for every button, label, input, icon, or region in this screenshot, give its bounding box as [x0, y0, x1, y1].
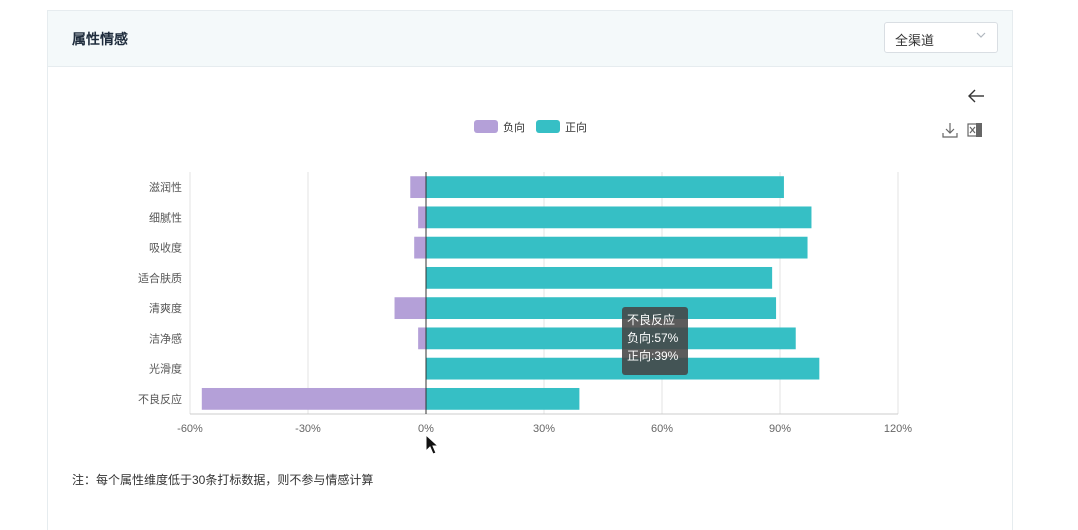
- excel-export-icon[interactable]: [966, 121, 984, 139]
- channel-select-value: 全渠道: [895, 33, 935, 48]
- bar-negative[interactable]: [418, 327, 426, 350]
- bar-negative[interactable]: [201, 387, 426, 410]
- legend-label[interactable]: 正向: [565, 120, 587, 134]
- y-tick-label: 细腻性: [149, 210, 182, 224]
- chart-tooltip: 不良反应 负向:57% 正向:39%: [622, 307, 688, 375]
- y-tick-label: 适合肤质: [138, 271, 182, 285]
- legend-label[interactable]: 负向: [503, 120, 525, 134]
- x-tick-label: 30%: [533, 423, 555, 435]
- bar-positive[interactable]: [426, 266, 773, 289]
- legend: 负向 正向: [474, 120, 587, 134]
- x-tick-label: 60%: [651, 423, 673, 435]
- y-tick-label: 清爽度: [149, 301, 182, 315]
- bar-positive[interactable]: [426, 387, 580, 410]
- back-arrow-icon[interactable]: [966, 88, 986, 104]
- bar-positive[interactable]: [426, 236, 808, 259]
- x-tick-label: 120%: [884, 423, 912, 435]
- y-tick-label: 洁净感: [149, 331, 182, 345]
- bar-positive[interactable]: [426, 206, 812, 229]
- x-tick-label: 0%: [418, 423, 434, 435]
- tooltip-positive: 正向:39%: [627, 349, 679, 363]
- bars: [201, 172, 820, 414]
- bar-negative[interactable]: [410, 176, 426, 199]
- x-axis-labels: -60% -30% 0% 30% 60% 90% 120%: [177, 423, 912, 435]
- panel-header: 属性情感 全渠道: [48, 11, 1012, 67]
- bar-positive[interactable]: [426, 176, 784, 199]
- bar-negative[interactable]: [418, 206, 426, 229]
- chevron-down-icon: [976, 32, 986, 38]
- x-tick-label: -30%: [295, 423, 321, 435]
- bar-positive[interactable]: [426, 327, 796, 350]
- tooltip-negative: 负向:57%: [627, 331, 679, 345]
- bar-positive[interactable]: [426, 297, 777, 320]
- bar-negative[interactable]: [394, 297, 426, 320]
- y-tick-label: 不良反应: [138, 392, 182, 406]
- channel-select[interactable]: 全渠道: [884, 22, 998, 53]
- mouse-cursor-icon: [425, 434, 440, 455]
- panel-title: 属性情感: [72, 31, 128, 47]
- x-tick-label: -60%: [177, 423, 203, 435]
- y-tick-label: 滋润性: [149, 180, 182, 194]
- x-tick-label: 90%: [769, 423, 791, 435]
- tooltip-title: 不良反应: [627, 313, 676, 327]
- y-tick-label: 吸收度: [149, 241, 182, 255]
- legend-swatch[interactable]: [536, 120, 560, 133]
- legend-swatch[interactable]: [474, 120, 498, 133]
- y-tick-label: 光滑度: [149, 362, 182, 376]
- download-icon[interactable]: [941, 121, 959, 139]
- attribute-sentiment-panel: 属性情感 全渠道: [47, 10, 1013, 530]
- footnote: 注：每个属性维度低于30条打标数据，则不参与情感计算: [72, 473, 374, 487]
- bar-negative[interactable]: [414, 236, 426, 259]
